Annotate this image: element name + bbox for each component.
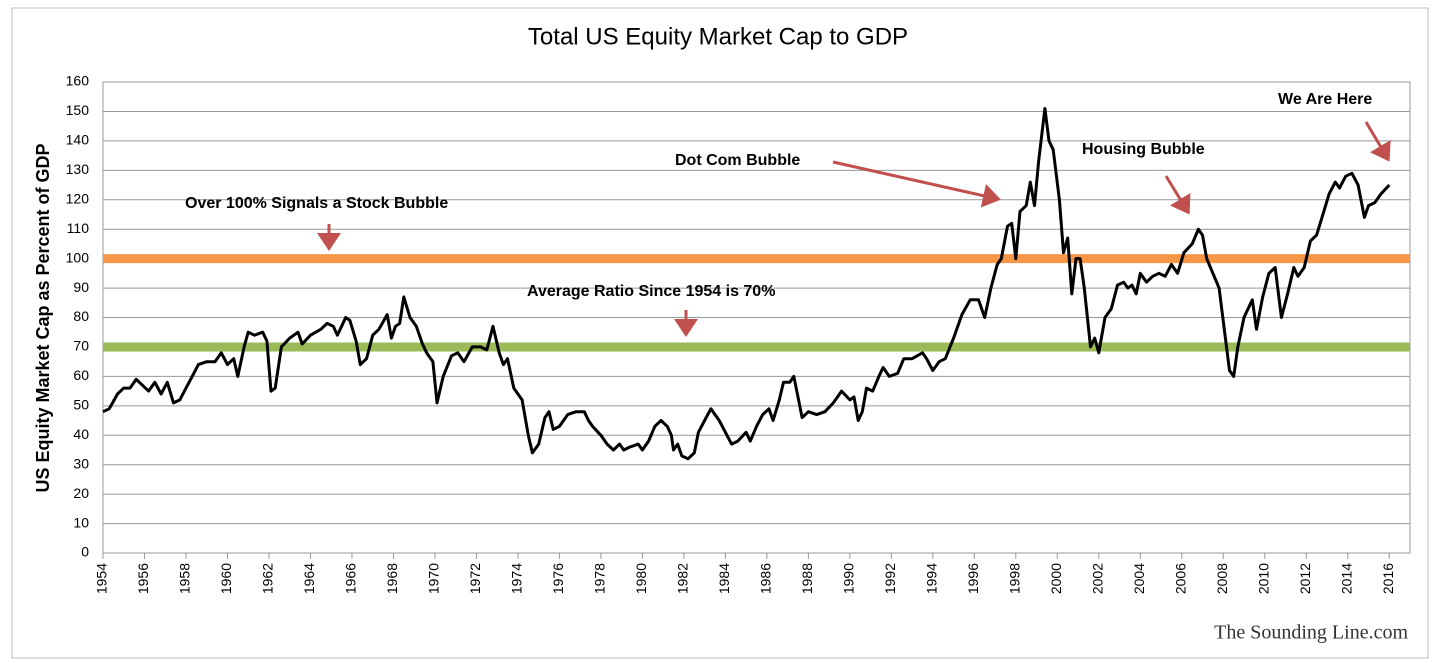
x-tick-label: 1984 [716,563,732,594]
x-tick-label: 2016 [1380,563,1396,594]
y-tick-label: 60 [73,367,89,383]
y-axis-label: US Equity Market Cap as Percent of GDP [33,143,53,492]
y-tick-label: 70 [73,338,89,354]
chart-frame [11,7,1429,659]
x-tick-label: 1986 [758,563,774,594]
y-tick-label: 130 [66,161,90,177]
annotation: We Are Here [1278,91,1372,108]
y-tick-label: 120 [66,190,90,206]
x-tick-label: 1976 [550,563,566,594]
annotation: Average Ratio Since 1954 is 70% [527,283,775,300]
x-tick-label: 1966 [343,563,359,594]
x-tick-label: 1980 [633,563,649,594]
x-tick-label: 1958 [177,563,193,594]
x-tick-label: 1972 [467,563,483,594]
y-tick-label: 140 [66,132,90,148]
x-tick-label: 1998 [1007,563,1023,594]
y-tick-label: 50 [73,397,89,413]
x-tick-label: 1962 [260,563,276,594]
x-tick-label: 1974 [509,563,525,594]
y-tick-label: 160 [66,73,90,89]
source: The Sounding Line.com [1214,622,1408,644]
x-tick-label: 2014 [1338,563,1354,594]
x-tick-label: 1982 [675,563,691,594]
x-tick-label: 2002 [1090,563,1106,594]
x-tick-label: 2008 [1214,563,1230,594]
x-tick-label: 2012 [1297,563,1313,594]
x-tick-label: 1960 [218,563,234,594]
annotation: Dot Com Bubble [675,152,800,169]
y-tick-label: 90 [73,279,89,295]
y-tick-label: 110 [67,220,90,236]
y-tick-label: 30 [73,455,89,471]
x-tick-label: 1996 [965,563,981,594]
x-tick-label: 1992 [882,563,898,594]
x-tick-label: 1978 [592,563,608,594]
annotation-arrow [832,160,1001,208]
annotation-arrow [1364,121,1391,162]
y-tick-label: 10 [73,514,89,530]
x-tick-label: 1968 [384,563,400,594]
x-tick-label: 1988 [799,563,815,594]
annotation: Over 100% Signals a Stock Bubble [185,195,448,212]
y-tick-label: 0 [81,544,89,560]
y-tick-label: 20 [73,485,89,501]
y-tick-label: 150 [66,102,90,118]
x-tick-label: 2000 [1048,563,1064,594]
x-tick-label: 1994 [924,563,940,594]
x-tick-label: 1990 [841,563,857,594]
y-tick-label: 80 [73,308,89,324]
y-tick-label: 100 [66,249,90,265]
x-tick-label: 1954 [94,563,110,594]
x-tick-label: 2004 [1131,563,1147,594]
x-tick-label: 2006 [1172,563,1188,594]
annotation-arrow [1164,175,1191,215]
y-tick-label: 40 [73,426,89,442]
x-tick-label: 1964 [301,563,317,594]
data-line [102,107,1391,461]
x-tick-label: 1970 [426,563,442,594]
annotation: Housing Bubble [1082,141,1205,158]
chart-title: Total US Equity Market Cap to GDP [528,23,908,50]
x-tick-label: 1956 [135,563,151,594]
x-tick-label: 2010 [1255,563,1271,594]
